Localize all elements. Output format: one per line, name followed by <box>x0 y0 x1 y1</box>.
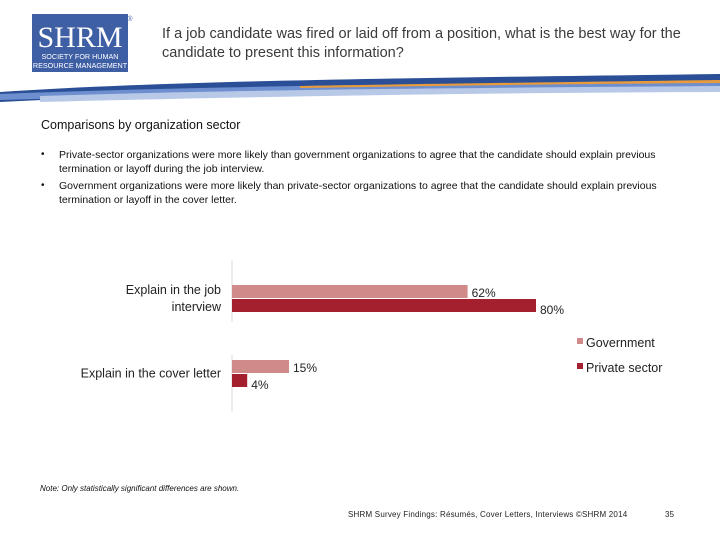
shrm-logo: SHRM SOCIETY FOR HUMAN RESOURCE MANAGEME… <box>32 14 133 72</box>
section-heading: Comparisons by organization sector <box>41 118 241 132</box>
registered-mark: ® <box>127 15 133 23</box>
data-label: 15% <box>293 361 317 375</box>
bar-private-sector <box>232 374 248 387</box>
legend-label: Private sector <box>586 361 662 375</box>
legend-swatch <box>577 338 583 344</box>
chart-note: Note: Only statistically significant dif… <box>40 484 240 493</box>
logo-subtitle-line1: SOCIETY FOR HUMAN <box>42 52 119 61</box>
header-swoosh-graphic <box>0 74 720 102</box>
bullet-icon: • <box>41 149 45 160</box>
slide-title: If a job candidate was fired or laid off… <box>162 26 681 61</box>
finding-item: • Government organizations were more like… <box>41 179 681 207</box>
page-number: 35 <box>665 510 674 519</box>
footer-source: SHRM Survey Findings: Résumés, Cover Let… <box>348 510 628 519</box>
data-label: 4% <box>251 378 269 392</box>
logo-mark: SHRM <box>37 21 122 54</box>
finding-text: Government organizations were more likel… <box>59 180 657 206</box>
finding-item: • Private-sector organizations were more … <box>41 148 681 176</box>
legend-label: Government <box>586 336 655 350</box>
category-label: Explain in the cover letter <box>81 367 221 381</box>
bar-government <box>232 285 468 298</box>
data-label: 80% <box>540 303 564 317</box>
bullet-icon: • <box>41 180 45 191</box>
category-label: interview <box>172 300 222 314</box>
data-label: 62% <box>472 286 496 300</box>
legend-swatch <box>577 363 583 369</box>
logo-subtitle-line2: RESOURCE MANAGEMENT <box>33 61 128 70</box>
bar-private-sector <box>232 299 536 312</box>
category-label: Explain in the job <box>126 283 221 297</box>
findings-list: • Private-sector organizations were more … <box>41 148 681 210</box>
logo-background <box>32 14 128 72</box>
bar-government <box>232 360 289 373</box>
finding-text: Private-sector organizations were more l… <box>59 149 656 175</box>
